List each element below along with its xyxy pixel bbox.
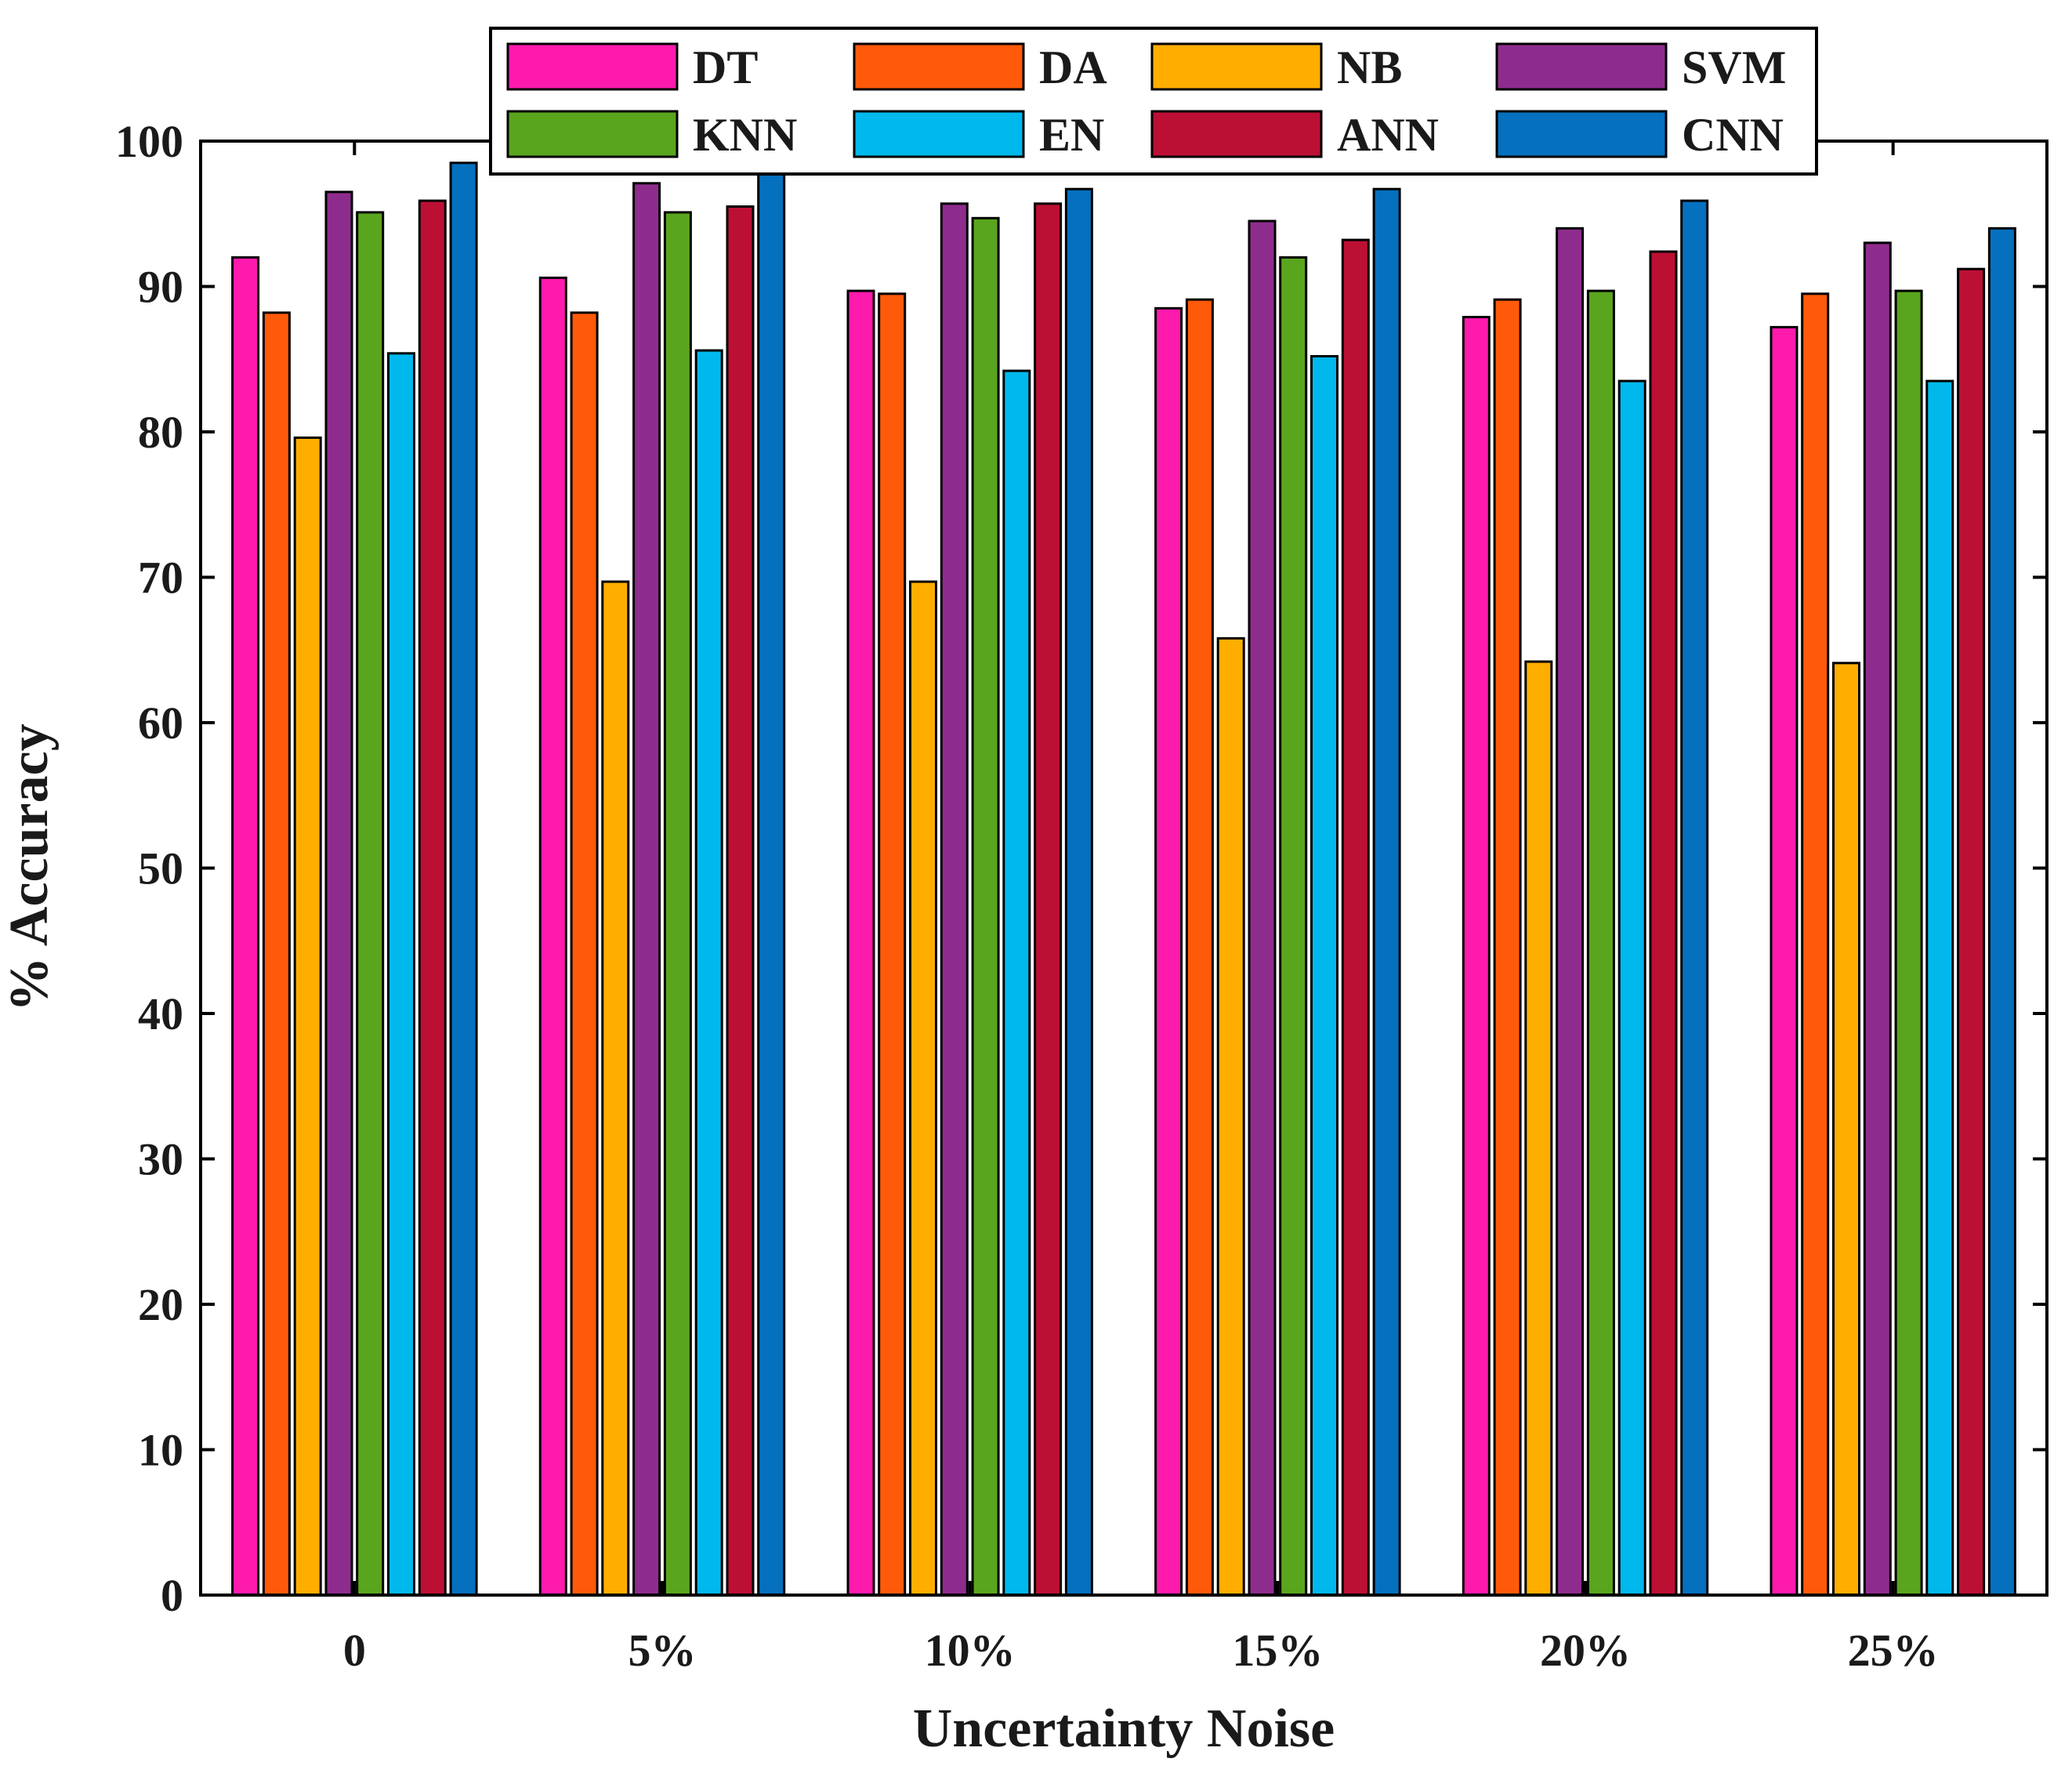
y-axis-label: % Accuracy [0,723,60,1011]
bar-svm-0 [324,190,353,1597]
bar-knn-0 [356,211,385,1597]
legend-label-ann: ANN [1337,109,1439,161]
y-tick-label-9: 90 [138,262,183,313]
legend-swatch-cnn [1495,110,1668,158]
bar-en-2 [1002,369,1031,1597]
bar-cnn-0 [449,161,478,1597]
y-tick-label-6: 60 [138,698,183,749]
y-tick-label-8: 80 [138,407,183,458]
bar-knn-2 [971,216,1000,1597]
bar-dt-2 [846,289,875,1597]
x-tick-label-5: 25% [1848,1625,1939,1676]
bars-layer [231,157,2016,1597]
bar-ann-1 [726,205,755,1597]
legend: DT DA NB SVM KNN EN ANN CNN [489,27,1818,176]
bar-knn-3 [1279,256,1308,1597]
bar-cnn-2 [1064,187,1093,1597]
bar-dt-3 [1154,306,1183,1597]
legend-swatch-en [853,110,1025,158]
bar-svm-5 [1863,241,1892,1597]
x-tick-label-2: 10% [925,1625,1016,1676]
y-tick-label-10: 100 [115,116,183,167]
x-tick-label-3: 15% [1232,1625,1323,1676]
bar-svm-1 [632,182,661,1597]
bar-en-4 [1617,379,1646,1597]
bar-cnn-5 [1987,227,2016,1597]
bar-da-1 [570,311,599,1597]
legend-swatch-knn [506,110,679,158]
bar-nb-3 [1216,636,1245,1597]
bar-ann-4 [1649,250,1678,1597]
bar-da-4 [1493,298,1522,1597]
bar-ann-2 [1034,202,1063,1597]
legend-swatch-svm [1495,42,1668,91]
legend-label-da: DA [1039,42,1107,93]
x-tick-label-0: 0 [343,1625,366,1676]
x-tick-label-4: 20% [1540,1625,1631,1676]
legend-label-svm: SVM [1682,42,1786,93]
y-tick-label-0: 0 [161,1570,183,1621]
legend-label-dt: DT [693,42,758,93]
legend-swatch-da [853,42,1025,91]
y-tick-label-2: 20 [138,1279,183,1330]
legend-label-en: EN [1039,109,1104,161]
bar-en-1 [694,349,723,1597]
y-tick-label-4: 40 [138,988,183,1039]
bar-nb-0 [293,436,322,1597]
legend-swatch-ann [1150,110,1323,158]
bar-dt-1 [538,276,567,1597]
bar-en-0 [387,352,415,1597]
x-axis-label: Uncertainty Noise [913,1699,1335,1759]
bar-da-0 [262,311,291,1597]
bar-dt-5 [1770,325,1799,1597]
y-tick-label-5: 50 [138,843,183,894]
y-tick-label-3: 30 [138,1134,183,1185]
bar-cnn-1 [757,157,786,1597]
bar-ann-5 [1957,267,1986,1597]
bar-ann-0 [418,199,447,1597]
bar-dt-4 [1462,316,1491,1597]
bar-cnn-3 [1372,187,1401,1597]
bar-svm-4 [1556,227,1585,1597]
bar-knn-5 [1894,289,1923,1597]
bar-knn-4 [1586,289,1615,1597]
bar-ann-3 [1341,238,1370,1597]
legend-swatch-dt [506,42,679,91]
y-tick-label-7: 70 [138,553,183,604]
bar-nb-4 [1524,660,1553,1597]
bar-en-3 [1310,355,1338,1597]
legend-label-knn: KNN [693,109,797,161]
x-tick-label-1: 5% [628,1625,697,1676]
bar-da-2 [878,292,907,1597]
bar-en-5 [1925,379,1954,1597]
legend-label-cnn: CNN [1682,109,1784,161]
y-tick-label-1: 10 [138,1425,183,1476]
bar-svm-2 [940,202,969,1597]
bar-dt-0 [231,256,260,1597]
legend-label-nb: NB [1337,42,1402,93]
legend-swatch-nb [1150,42,1323,91]
bar-nb-5 [1832,662,1860,1597]
bar-knn-1 [663,211,692,1597]
bar-cnn-4 [1680,199,1709,1597]
bar-nb-2 [909,580,937,1597]
ticks-layer: 0 5% 10% 15% 20% 25% 0 10 20 30 40 50 60 70 80 90 100 [115,116,2047,1676]
bar-svm-3 [1248,219,1277,1597]
bar-da-5 [1801,292,1830,1597]
bar-nb-1 [601,580,630,1597]
bar-da-3 [1185,298,1214,1597]
